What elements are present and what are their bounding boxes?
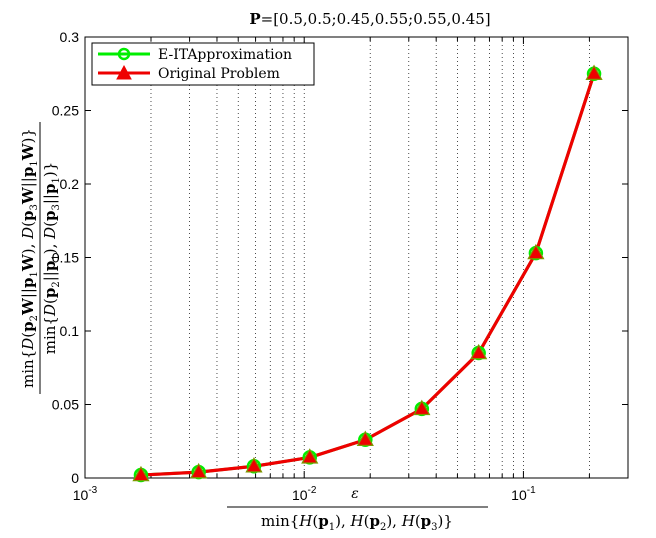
legend: E-ITApproximation Original Problem [91,42,315,86]
plot-area [85,37,628,478]
chart-title: P=[0.5,0.5;0.45,0.55;0.55,0.45] [249,10,490,28]
y-tick-label: 0.3 [60,29,80,45]
x-tick-label: 10-2 [292,485,317,503]
data-point [356,430,374,446]
data-point [132,465,150,482]
data-point [413,399,431,416]
y-tick-label: 0.2 [60,176,80,192]
data-point [527,243,545,260]
x-axis-label: ε min{H(p1), H(p2), H(p3)} [227,486,488,533]
data-point [585,64,603,80]
legend-marker-e-it [117,47,131,61]
y-axis-label-numerator: min{D(p2W||p1W), D(p3W||p1W)} [19,128,40,388]
data-point [301,448,319,464]
y-tick-label: 0.15 [52,250,79,266]
series-layer [132,64,603,483]
grid [150,37,590,478]
x-axis-label-denominator: min{H(p1), H(p2), H(p3)} [261,512,453,533]
y-tick-label: 0.25 [52,103,79,119]
plot-frame [84,36,629,479]
axis-ticks: 10-3 10-2 10-1 0 0.05 0.1 0.15 0.2 0.25 0.3 [52,29,629,503]
data-point [470,343,488,360]
data-point [190,462,208,479]
x-axis-label-numerator: ε [351,486,359,502]
legend-marker-original [116,64,132,80]
x-tick-label: 10-3 [73,485,98,503]
y-tick-label: 0.1 [60,323,80,339]
y-axis-label: min{D(p2W||p1W), D(p3W||p1W)} min{D(p2||… [19,122,62,394]
y-tick-label: 0 [71,470,79,486]
y-tick-label: 0.05 [52,397,79,413]
y-axis-label-denominator: min{D(p2||p1), D(p3||p1)} [41,162,62,355]
x-tick-label: 10-1 [511,485,536,503]
legend-label-original: Original Problem [158,66,280,82]
legend-label-e-it: E-ITApproximation [158,47,292,63]
data-point [245,457,263,473]
